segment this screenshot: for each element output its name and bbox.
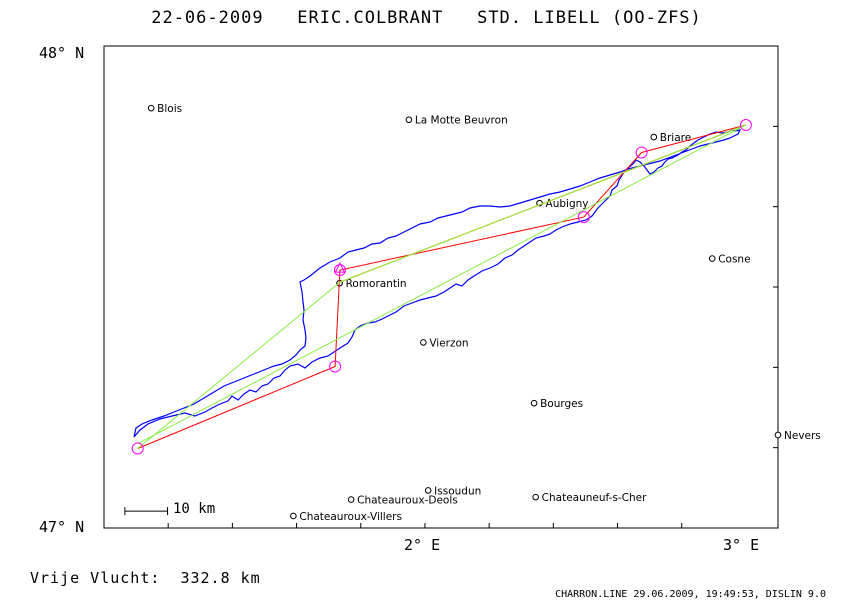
town-dot	[708, 255, 716, 262]
town-marker: Chateauroux-Villers	[290, 511, 402, 523]
town-marker: La Motte Beuvron	[405, 115, 508, 127]
town-dot	[774, 431, 782, 439]
triangle-line	[137, 124, 747, 449]
town-label: Bourges	[540, 398, 583, 410]
town-label: Issoudun	[434, 485, 481, 497]
gps-track	[133, 129, 742, 438]
town-marker: Cosne	[708, 254, 751, 266]
town-marker: Bourges	[530, 398, 583, 410]
town-marker: Vierzon	[420, 337, 469, 349]
glider-name: STD. LIBELL (OO-ZFS)	[477, 8, 702, 28]
footer-label: CHARRON.LINE 29.06.2009, 19:49:53, DISLI…	[555, 589, 826, 600]
town-layer: Blois La Motte Beuvron Briare Aubigny Cosne R…	[147, 103, 821, 523]
lon-left-label: 2° E	[404, 536, 440, 554]
town-label: Vierzon	[429, 337, 468, 349]
start-marker	[334, 262, 346, 273]
town-dot	[530, 399, 538, 407]
turnpoint-marker	[329, 360, 342, 373]
page-title: 22-06-2009 ERIC.COLBRANT STD. LIBELL (OO…	[0, 8, 853, 28]
town-dot	[424, 487, 432, 494]
town-label: Chateauroux-Deols	[357, 495, 458, 507]
pilot-name: ERIC.COLBRANT	[297, 8, 444, 28]
town-label: Blois	[157, 103, 182, 115]
town-dot	[405, 116, 413, 124]
flight-date: 22-06-2009	[151, 8, 264, 28]
town-marker: Chateauroux-Deols	[347, 495, 458, 507]
town-label: Nevers	[784, 430, 821, 442]
lat-top-label: 48° N	[39, 44, 84, 62]
town-marker: Blois	[147, 103, 182, 115]
town-dot	[532, 493, 539, 501]
town-marker: Aubigny	[536, 198, 589, 210]
town-label: Cosne	[718, 254, 750, 266]
scale-label: 10 km	[173, 501, 215, 517]
town-dot	[650, 133, 658, 141]
town-label: Romorantin	[346, 278, 407, 290]
town-label: Aubigny	[546, 198, 589, 210]
turnpoint-marker	[131, 442, 144, 455]
lon-right-label: 3° E	[723, 536, 759, 554]
lat-bottom-label: 47° N	[39, 518, 84, 536]
town-dot	[347, 496, 355, 503]
town-marker: Briare	[650, 132, 691, 144]
turnpoint-layer	[131, 119, 752, 455]
town-marker: Romorantin	[336, 278, 407, 290]
town-marker: Nevers	[774, 430, 821, 442]
turnpoint-marker	[333, 264, 346, 277]
turnpoint-marker	[635, 146, 648, 159]
axis-ticks	[167, 125, 778, 528]
turnpoint-marker	[739, 119, 752, 132]
scale-bar: 10 km	[124, 501, 215, 517]
town-label: Briare	[660, 132, 691, 144]
town-marker: Chateauneuf-s-Cher	[532, 492, 647, 504]
turnpoint-marker	[577, 211, 590, 224]
town-label: La Motte Beuvron	[415, 115, 508, 127]
distance-label: Vrije Vlucht: 332.8 km	[30, 569, 261, 587]
town-dot	[420, 339, 427, 346]
task-line	[137, 124, 747, 449]
town-label: Chateauroux-Villers	[299, 511, 402, 523]
town-dot	[147, 104, 155, 112]
town-dot	[290, 512, 297, 520]
town-label: Chateauneuf-s-Cher	[542, 492, 647, 504]
town-marker: Issoudun	[424, 485, 481, 497]
